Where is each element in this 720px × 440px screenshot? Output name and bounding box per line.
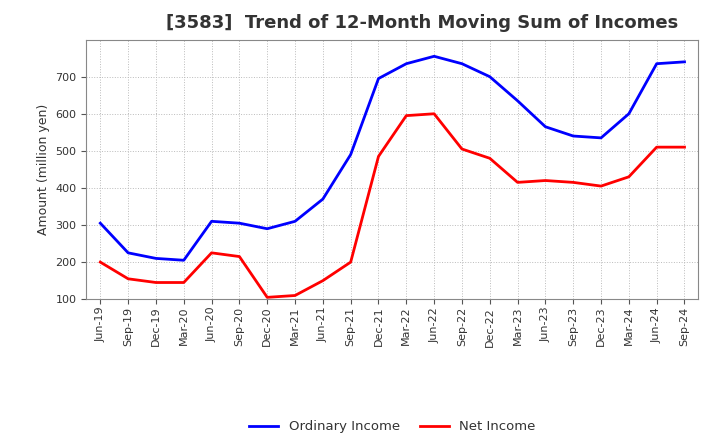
Net Income (485, 156, 494, 161)
Net Income (541, 178, 550, 183)
Ordinary Income (152, 256, 161, 261)
Ordinary Income (513, 98, 522, 103)
Ordinary Income (124, 250, 132, 256)
Net Income (152, 280, 161, 285)
Ordinary Income (235, 220, 243, 226)
Net Income (652, 144, 661, 150)
Net Income (402, 113, 410, 118)
Ordinary Income (207, 219, 216, 224)
Line: Ordinary Income: Ordinary Income (100, 56, 685, 260)
Net Income (346, 260, 355, 265)
Net Income (597, 183, 606, 189)
Ordinary Income (680, 59, 689, 65)
Net Income (235, 254, 243, 259)
Net Income (513, 180, 522, 185)
Y-axis label: Amount (million yen): Amount (million yen) (37, 104, 50, 235)
Ordinary Income (346, 152, 355, 157)
Ordinary Income (263, 226, 271, 231)
Ordinary Income (430, 54, 438, 59)
Net Income (291, 293, 300, 298)
Ordinary Income (597, 135, 606, 140)
Ordinary Income (569, 133, 577, 139)
Ordinary Income (624, 111, 633, 117)
Ordinary Income (318, 196, 327, 202)
Line: Net Income: Net Income (100, 114, 685, 297)
Ordinary Income (179, 258, 188, 263)
Net Income (430, 111, 438, 117)
Ordinary Income (458, 61, 467, 66)
Net Income (207, 250, 216, 256)
Net Income (624, 174, 633, 180)
Net Income (318, 278, 327, 283)
Net Income (263, 295, 271, 300)
Ordinary Income (374, 76, 383, 81)
Net Income (569, 180, 577, 185)
Net Income (458, 147, 467, 152)
Net Income (374, 154, 383, 159)
Text: [3583]  Trend of 12-Month Moving Sum of Incomes: [3583] Trend of 12-Month Moving Sum of I… (166, 15, 678, 33)
Ordinary Income (96, 220, 104, 226)
Net Income (179, 280, 188, 285)
Ordinary Income (291, 219, 300, 224)
Net Income (124, 276, 132, 282)
Ordinary Income (652, 61, 661, 66)
Net Income (680, 144, 689, 150)
Ordinary Income (485, 74, 494, 79)
Ordinary Income (402, 61, 410, 66)
Net Income (96, 260, 104, 265)
Legend: Ordinary Income, Net Income: Ordinary Income, Net Income (244, 415, 541, 438)
Ordinary Income (541, 124, 550, 129)
